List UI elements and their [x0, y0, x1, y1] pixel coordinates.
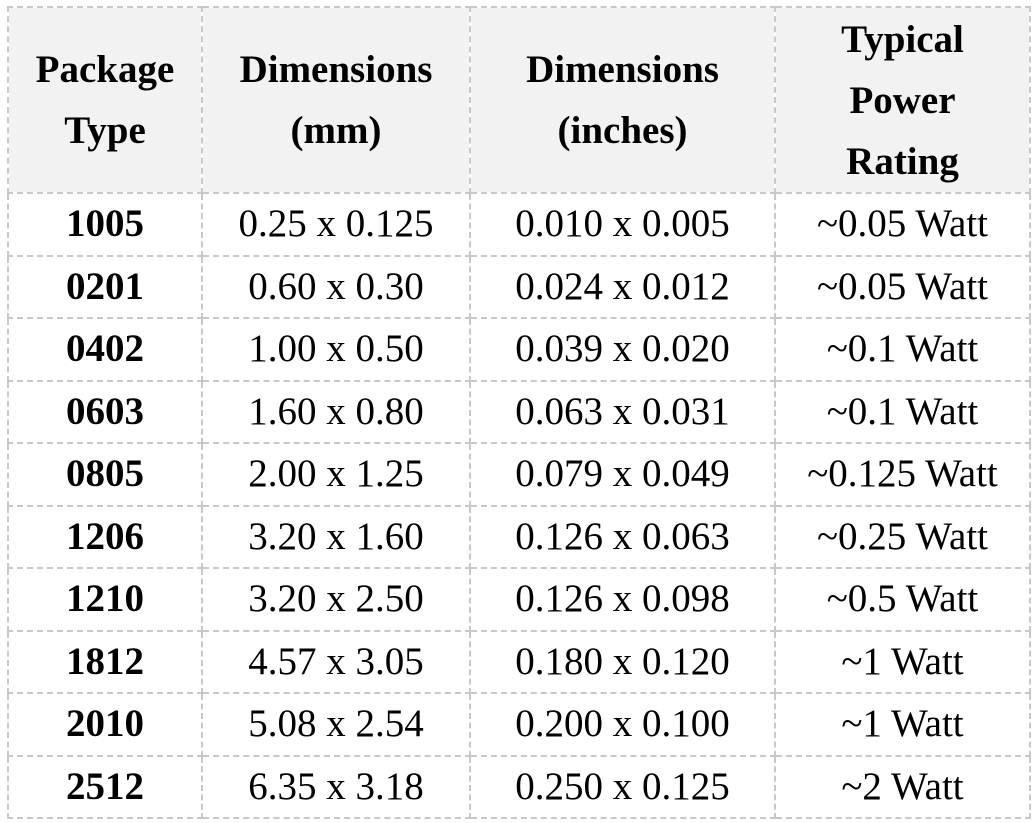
dimensions-mm-cell: 0.25 x 0.125 [201, 192, 471, 257]
package-cell: 1005 [7, 192, 203, 257]
dimensions-mm-cell: 0.60 x 0.30 [201, 254, 471, 319]
table-container: Package Type Dimensions (mm) Dimensions … [7, 6, 1031, 819]
power-rating-cell: ~0.05 Watt [774, 254, 1031, 319]
package-cell: 0201 [7, 254, 203, 319]
power-rating-cell: ~2 Watt [774, 754, 1031, 819]
table-row: 0603 1.60 x 0.80 0.063 x 0.031 ~0.1 Watt [7, 379, 1031, 444]
dimensions-mm-cell: 5.08 x 2.54 [201, 692, 471, 757]
table-row: 1206 3.20 x 1.60 0.126 x 0.063 ~0.25 Wat… [7, 504, 1031, 569]
power-rating-cell: ~0.1 Watt [774, 317, 1031, 382]
power-rating-cell: ~1 Watt [774, 692, 1031, 757]
dimensions-inches-cell: 0.024 x 0.012 [469, 254, 776, 319]
package-cell: 1812 [7, 629, 203, 694]
header-dimensions-inches: Dimensions (inches) [469, 6, 776, 194]
dimensions-mm-cell: 1.00 x 0.50 [201, 317, 471, 382]
dimensions-inches-cell: 0.010 x 0.005 [469, 192, 776, 257]
package-cell: 0805 [7, 442, 203, 507]
package-cell: 0603 [7, 379, 203, 444]
package-cell: 2010 [7, 692, 203, 757]
package-cell: 1206 [7, 504, 203, 569]
dimensions-mm-cell: 3.20 x 2.50 [201, 567, 471, 632]
package-cell: 1210 [7, 567, 203, 632]
header-typical-power-rating: Typical Power Rating [774, 6, 1031, 194]
smd-package-table: Package Type Dimensions (mm) Dimensions … [7, 6, 1031, 819]
power-rating-cell: ~0.5 Watt [774, 567, 1031, 632]
package-cell: 0402 [7, 317, 203, 382]
header-package-type: Package Type [7, 6, 203, 194]
table-row: 1210 3.20 x 2.50 0.126 x 0.098 ~0.5 Watt [7, 567, 1031, 632]
header-dimensions-mm: Dimensions (mm) [201, 6, 471, 194]
table-row: 0805 2.00 x 1.25 0.079 x 0.049 ~0.125 Wa… [7, 442, 1031, 507]
table-row: 1812 4.57 x 3.05 0.180 x 0.120 ~1 Watt [7, 629, 1031, 694]
dimensions-mm-cell: 1.60 x 0.80 [201, 379, 471, 444]
dimensions-inches-cell: 0.079 x 0.049 [469, 442, 776, 507]
table-row: 0402 1.00 x 0.50 0.039 x 0.020 ~0.1 Watt [7, 317, 1031, 382]
power-rating-cell: ~0.25 Watt [774, 504, 1031, 569]
dimensions-mm-cell: 3.20 x 1.60 [201, 504, 471, 569]
table-row: 2512 6.35 x 3.18 0.250 x 0.125 ~2 Watt [7, 754, 1031, 819]
dimensions-inches-cell: 0.126 x 0.063 [469, 504, 776, 569]
dimensions-mm-cell: 6.35 x 3.18 [201, 754, 471, 819]
table-row: 1005 0.25 x 0.125 0.010 x 0.005 ~0.05 Wa… [7, 192, 1031, 257]
dimensions-inches-cell: 0.063 x 0.031 [469, 379, 776, 444]
dimensions-mm-cell: 4.57 x 3.05 [201, 629, 471, 694]
power-rating-cell: ~1 Watt [774, 629, 1031, 694]
dimensions-inches-cell: 0.200 x 0.100 [469, 692, 776, 757]
dimensions-inches-cell: 0.180 x 0.120 [469, 629, 776, 694]
table-row: 2010 5.08 x 2.54 0.200 x 0.100 ~1 Watt [7, 692, 1031, 757]
power-rating-cell: ~0.125 Watt [774, 442, 1031, 507]
dimensions-mm-cell: 2.00 x 1.25 [201, 442, 471, 507]
dimensions-inches-cell: 0.126 x 0.098 [469, 567, 776, 632]
table-row: 0201 0.60 x 0.30 0.024 x 0.012 ~0.05 Wat… [7, 254, 1031, 319]
dimensions-inches-cell: 0.250 x 0.125 [469, 754, 776, 819]
power-rating-cell: ~0.05 Watt [774, 192, 1031, 257]
package-cell: 2512 [7, 754, 203, 819]
dimensions-inches-cell: 0.039 x 0.020 [469, 317, 776, 382]
power-rating-cell: ~0.1 Watt [774, 379, 1031, 444]
header-row: Package Type Dimensions (mm) Dimensions … [7, 6, 1031, 194]
